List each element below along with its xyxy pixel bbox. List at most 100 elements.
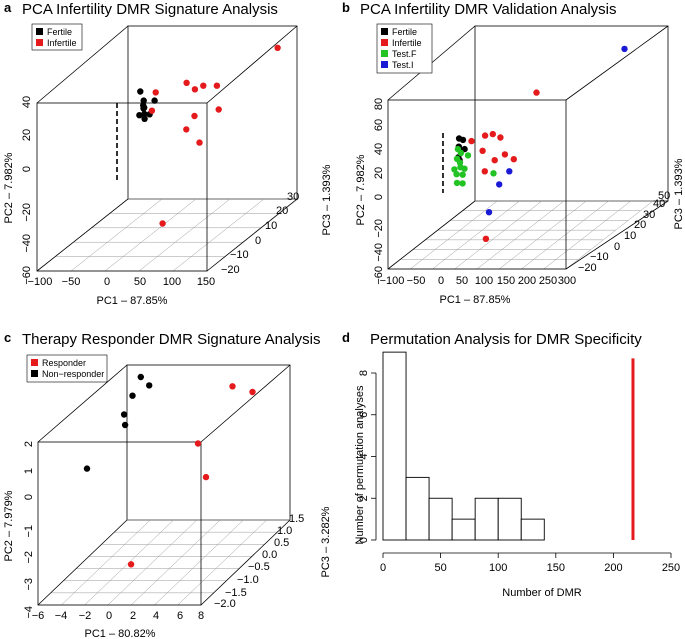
point-infertile xyxy=(191,112,198,120)
point-infertile xyxy=(501,151,509,158)
y-tick: −60 xyxy=(21,266,33,285)
x-tick: −50 xyxy=(62,276,81,288)
legend-test-f: Test.F xyxy=(392,49,417,59)
y-tick: 1 xyxy=(23,468,35,474)
point-infertile xyxy=(482,235,490,242)
point-infertile xyxy=(533,89,540,96)
panel-d-ylabel: Number of permutation analyses xyxy=(354,385,366,544)
point-infertile xyxy=(510,156,517,163)
panel-a-y-ticks: −60 −40 −20 0 20 40 xyxy=(21,96,33,285)
x-tick: −50 xyxy=(407,275,426,287)
panel-c-legend: Responder Non−responder xyxy=(26,354,108,383)
point-infertile xyxy=(148,107,156,114)
panel-a-label: a xyxy=(4,0,12,15)
point-infertile xyxy=(489,130,496,138)
grid-line xyxy=(172,198,265,272)
point-responder xyxy=(194,440,202,447)
x-tick: −100 xyxy=(28,276,53,288)
y-tick: 40 xyxy=(373,143,385,155)
x-tick-label: 0 xyxy=(380,562,386,574)
point-infertile xyxy=(481,132,489,139)
x-tick: −100 xyxy=(380,275,405,287)
grid-line xyxy=(138,198,231,272)
legend-infertile-swatch xyxy=(36,39,43,46)
grid-line xyxy=(521,200,609,270)
grid-line xyxy=(177,519,267,606)
z-tick: 0.5 xyxy=(274,537,289,549)
histogram-bar xyxy=(497,497,522,541)
y-tick: −20 xyxy=(373,219,385,238)
x-tick: 2 xyxy=(130,610,136,622)
x-tick: 150 xyxy=(497,275,515,287)
x-tick: 6 xyxy=(177,610,183,622)
histogram-bar xyxy=(520,518,545,541)
x-tick: 200 xyxy=(518,275,536,287)
grid-line xyxy=(61,519,151,606)
grid-line xyxy=(154,519,244,606)
panel-b-ylabel: PC2 – 7.982% xyxy=(355,154,367,225)
grid-line xyxy=(543,200,631,270)
x-tick-label: 200 xyxy=(604,562,622,574)
point-fertile xyxy=(140,97,147,104)
point-test-i xyxy=(485,209,493,216)
legend-fertile-swatch xyxy=(36,28,43,35)
z-tick: 0 xyxy=(255,235,261,247)
panel-d-bars xyxy=(382,351,635,541)
z-tick: −1.0 xyxy=(237,574,259,586)
y-tick: −40 xyxy=(373,243,385,262)
point-non-responder xyxy=(146,382,153,389)
panel-c-zlabel: PC3 – 3.282% xyxy=(320,506,332,577)
panel-d-xlabel: Number of DMR xyxy=(502,587,582,599)
point-infertile xyxy=(191,86,199,93)
point-responder xyxy=(249,388,256,396)
point-infertile xyxy=(183,126,190,133)
panel-a-points xyxy=(136,44,281,227)
x-tick: 0 xyxy=(106,610,112,622)
y-tick: −4 xyxy=(23,606,35,619)
panel-c-y-ticks: −4 −3 −2 −1 0 1 2 xyxy=(23,441,35,619)
panel-d-label: d xyxy=(342,330,350,345)
panel-c-front-face xyxy=(37,441,202,606)
point-infertile xyxy=(196,139,203,146)
legend-fertile: Fertile xyxy=(392,27,417,37)
z-tick: 20 xyxy=(276,205,288,217)
x-tick: 0 xyxy=(438,275,444,287)
z-tick: 30 xyxy=(643,209,655,221)
grid-line xyxy=(454,200,542,270)
legend-test-i: Test.I xyxy=(392,60,414,70)
point-fertile xyxy=(140,105,147,112)
y-tick-label: 0 xyxy=(358,537,370,543)
z-tick: 0.0 xyxy=(262,549,277,561)
y-tick: 40 xyxy=(21,96,33,108)
z-tick: −1.5 xyxy=(225,587,247,599)
point-test-f xyxy=(459,180,466,187)
grid-line xyxy=(130,519,221,606)
panel-d: d Permutation Analysis for DMR Specifici… xyxy=(342,330,680,599)
x-tick-label: 50 xyxy=(434,562,446,574)
point-non-responder xyxy=(83,465,91,472)
x-tick: −4 xyxy=(55,610,68,622)
y-tick: −60 xyxy=(373,266,385,285)
panel-c-cube-edges xyxy=(37,364,291,606)
panel-b-y-ticks: −60 −40 −20 0 20 40 60 80 xyxy=(373,98,385,285)
x-tick: 100 xyxy=(475,275,493,287)
point-infertile xyxy=(468,137,475,145)
z-tick: 20 xyxy=(634,219,646,231)
panel-a-legend: Fertile Infertile xyxy=(31,23,83,51)
point-fertile xyxy=(459,136,467,144)
point-test-f xyxy=(453,179,461,187)
panel-b-label: b xyxy=(342,0,350,15)
y-tick: 0 xyxy=(373,194,385,200)
point-non-responder xyxy=(120,411,128,418)
point-infertile xyxy=(497,134,504,141)
y-tick: −3 xyxy=(23,578,35,591)
panel-b-legend: Fertile Infertile Test.F Test.I xyxy=(376,23,433,74)
legend-fertile: Fertile xyxy=(47,27,72,37)
y-tick-label: 8 xyxy=(358,370,370,376)
legend-non-responder: Non−responder xyxy=(42,369,104,379)
y-tick: 20 xyxy=(373,167,385,179)
point-test-i xyxy=(621,45,628,53)
y-tick: 0 xyxy=(21,166,33,172)
panel-a-xlabel: PC1 – 87.85% xyxy=(97,295,168,307)
x-tick: 0 xyxy=(104,276,110,288)
